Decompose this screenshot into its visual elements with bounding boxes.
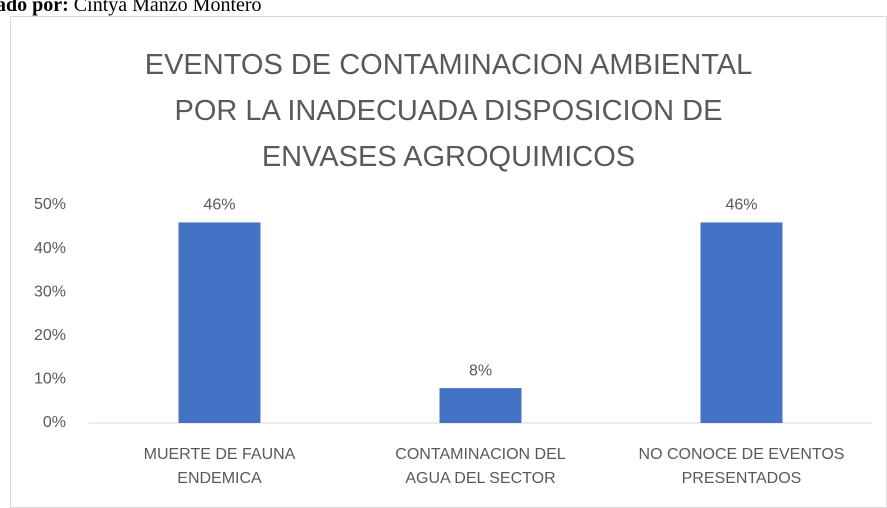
y-tick-label: 20% (34, 327, 66, 344)
caption-label: ado por: (0, 0, 69, 16)
caption-text: Cintya Manzo Montero (73, 0, 262, 16)
y-tick-label: 30% (34, 283, 66, 300)
x-tick-label: MUERTE DE FAUNA ENDEMICA (143, 446, 296, 487)
bar (700, 222, 783, 423)
y-tick-label: 50% (34, 196, 66, 213)
data-label: 8% (469, 362, 492, 379)
bar (178, 222, 261, 423)
y-tick-label: 40% (34, 240, 66, 257)
bar (439, 388, 522, 423)
data-label: 46% (203, 197, 235, 214)
y-tick-label: 10% (34, 371, 66, 388)
x-tick-label: NO CONOCE DE EVENTOS PRESENTADOS (638, 446, 845, 487)
y-tick-label: 0% (43, 414, 66, 431)
chart-title: EVENTOS DE CONTAMINACION AMBIENTAL POR L… (144, 49, 753, 173)
x-tick-label: CONTAMINACION DEL AGUA DEL SECTOR (395, 446, 566, 487)
data-label: 46% (725, 197, 757, 214)
caption: ado por: Cintya Manzo Montero (0, 0, 262, 17)
